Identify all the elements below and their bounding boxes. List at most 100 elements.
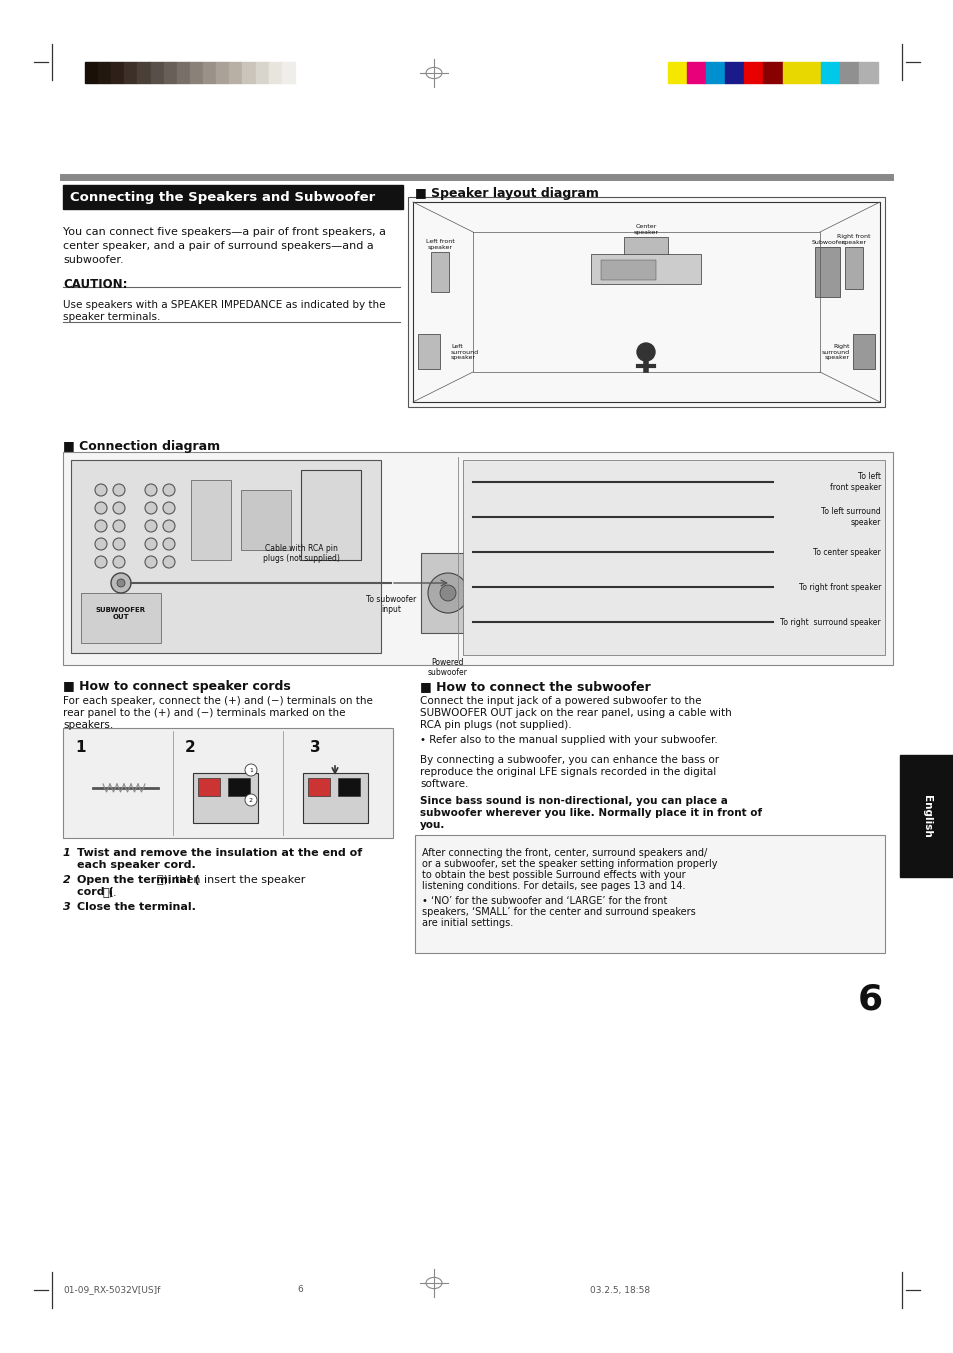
Text: To right  surround speaker: To right surround speaker	[780, 617, 880, 626]
Circle shape	[163, 520, 174, 532]
Bar	[164, 62, 176, 83]
Circle shape	[95, 502, 107, 514]
Bar	[190, 62, 203, 83]
Bar	[801, 62, 820, 83]
Bar	[858, 62, 877, 83]
Text: to obtain the best possible Surround effects with your: to obtain the best possible Surround eff…	[421, 870, 685, 879]
Bar	[820, 62, 839, 83]
Circle shape	[163, 556, 174, 568]
Circle shape	[163, 538, 174, 551]
Bar	[63, 452, 892, 666]
Bar	[705, 62, 724, 83]
Bar	[431, 252, 449, 292]
Text: ⓩ).: ⓩ).	[102, 888, 116, 897]
Text: SUBWOOFER OUT jack on the rear panel, using a cable with: SUBWOOFER OUT jack on the rear panel, us…	[419, 708, 731, 718]
Bar	[844, 248, 862, 290]
Text: subwoofer.: subwoofer.	[63, 254, 124, 265]
Bar	[590, 254, 700, 284]
Text: To left surround
speaker: To left surround speaker	[821, 507, 880, 526]
Circle shape	[95, 538, 107, 551]
Text: Close the terminal.: Close the terminal.	[77, 902, 195, 912]
Text: By connecting a subwoofer, you can enhance the bass or: By connecting a subwoofer, you can enhan…	[419, 755, 719, 764]
Bar	[600, 260, 656, 280]
Bar	[623, 237, 667, 258]
Text: Connecting the Speakers and Subwoofer: Connecting the Speakers and Subwoofer	[70, 191, 375, 203]
Text: Right front
speaker: Right front speaker	[837, 234, 870, 245]
Bar	[415, 835, 884, 953]
Text: you.: you.	[419, 820, 445, 829]
Text: RCA pin plugs (not supplied).: RCA pin plugs (not supplied).	[419, 720, 571, 731]
Circle shape	[245, 764, 256, 777]
Text: To right front speaker: To right front speaker	[798, 583, 880, 591]
Bar	[229, 62, 242, 83]
Text: center speaker, and a pair of surround speakers—and a: center speaker, and a pair of surround s…	[63, 241, 374, 252]
Text: • ‘NO’ for the subwoofer and ‘LARGE’ for the front: • ‘NO’ for the subwoofer and ‘LARGE’ for…	[421, 896, 667, 907]
Circle shape	[117, 579, 125, 587]
Circle shape	[145, 538, 157, 551]
Text: 2: 2	[63, 875, 71, 885]
Bar	[839, 62, 858, 83]
Text: each speaker cord.: each speaker cord.	[77, 861, 195, 870]
Bar	[63, 728, 393, 838]
Bar	[71, 460, 380, 653]
Bar	[408, 198, 884, 407]
Text: subwoofer wherever you like. Normally place it in front of: subwoofer wherever you like. Normally pl…	[419, 808, 761, 819]
Text: Subwoofer: Subwoofer	[810, 239, 843, 245]
Text: 1: 1	[63, 848, 71, 858]
Text: ■ How to connect speaker cords: ■ How to connect speaker cords	[63, 681, 291, 693]
Circle shape	[95, 484, 107, 497]
Circle shape	[95, 556, 107, 568]
Text: 03.2.5, 18:58: 03.2.5, 18:58	[589, 1285, 649, 1295]
Text: 6: 6	[296, 1285, 302, 1295]
Circle shape	[245, 794, 256, 806]
Bar	[191, 480, 231, 560]
Bar	[852, 334, 874, 369]
Text: speakers.: speakers.	[63, 720, 113, 731]
Bar	[762, 62, 781, 83]
Bar	[899, 755, 953, 877]
Text: To subwoofer
input: To subwoofer input	[366, 595, 416, 614]
Bar	[98, 62, 112, 83]
Text: Twist and remove the insulation at the end of: Twist and remove the insulation at the e…	[77, 848, 362, 858]
Bar	[308, 778, 330, 796]
Bar	[216, 62, 229, 83]
Bar	[686, 62, 705, 83]
Circle shape	[145, 556, 157, 568]
Bar	[281, 62, 294, 83]
Bar	[151, 62, 164, 83]
Bar	[112, 62, 124, 83]
Circle shape	[95, 520, 107, 532]
Circle shape	[112, 520, 125, 532]
Circle shape	[112, 556, 125, 568]
Circle shape	[637, 344, 655, 361]
Text: ■ Speaker layout diagram: ■ Speaker layout diagram	[415, 187, 598, 200]
Bar	[337, 778, 359, 796]
Text: Connect the input jack of a powered subwoofer to the: Connect the input jack of a powered subw…	[419, 695, 700, 706]
Text: reproduce the original LFE signals recorded in the digital: reproduce the original LFE signals recor…	[419, 767, 716, 777]
Bar	[303, 773, 368, 823]
Circle shape	[112, 484, 125, 497]
Text: 01-09_RX-5032V[US]f: 01-09_RX-5032V[US]f	[63, 1285, 160, 1295]
Bar	[176, 62, 190, 83]
Text: English: English	[921, 794, 931, 838]
Bar	[269, 62, 281, 83]
Text: 2: 2	[185, 740, 195, 755]
Circle shape	[112, 538, 125, 551]
Circle shape	[145, 484, 157, 497]
Text: ⓨ), then insert the speaker: ⓨ), then insert the speaker	[156, 875, 305, 885]
Text: speaker terminals.: speaker terminals.	[63, 313, 160, 322]
Bar	[417, 334, 439, 369]
Text: 6: 6	[857, 984, 882, 1017]
Text: or a subwoofer, set the speaker setting information properly: or a subwoofer, set the speaker setting …	[421, 859, 717, 869]
Bar	[743, 62, 762, 83]
Text: Cable with RCA pin
plugs (not supplied): Cable with RCA pin plugs (not supplied)	[262, 544, 339, 563]
Text: 1: 1	[249, 767, 253, 773]
Text: Use speakers with a SPEAKER IMPEDANCE as indicated by the: Use speakers with a SPEAKER IMPEDANCE as…	[63, 300, 385, 310]
Text: CAUTION:: CAUTION:	[63, 277, 128, 291]
Circle shape	[112, 502, 125, 514]
Text: 1: 1	[75, 740, 86, 755]
Text: SUBWOOFER
OUT: SUBWOOFER OUT	[96, 606, 146, 620]
Bar	[781, 62, 801, 83]
Bar	[63, 185, 402, 208]
Text: To center speaker: To center speaker	[812, 548, 880, 556]
